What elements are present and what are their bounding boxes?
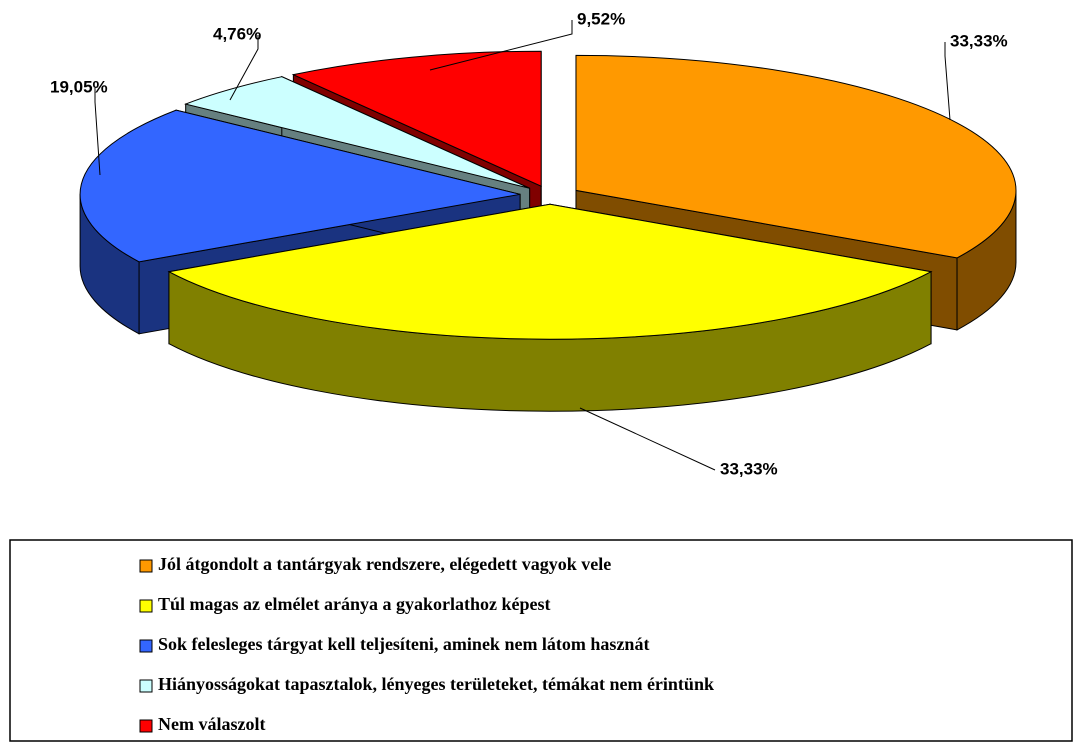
legend-swatch — [139, 599, 153, 613]
legend-label: Sok felesleges tárgyat kell teljesíteni,… — [158, 634, 649, 654]
leader-line — [429, 20, 573, 71]
legend-label: Hiányosságokat tapasztalok, lényeges ter… — [158, 674, 714, 694]
leader-line — [229, 35, 259, 101]
data-label: 19,05% — [50, 77, 108, 96]
slice-top — [575, 54, 1017, 259]
slice-top — [79, 109, 521, 263]
data-label: 33,33% — [950, 31, 1008, 50]
legend-swatch — [139, 639, 153, 653]
slice-top — [291, 50, 542, 187]
slice-top — [167, 203, 933, 340]
slice-top — [183, 76, 530, 189]
data-label: 33,33% — [720, 459, 778, 478]
legend-label: Túl magas az elmélet aránya a gyakorlath… — [158, 594, 550, 614]
legend-box — [9, 539, 1073, 742]
leader-line — [579, 407, 716, 471]
data-label: 4,76% — [213, 24, 261, 43]
legend-swatch — [139, 559, 153, 573]
legend-label: Nem válaszolt — [158, 714, 265, 734]
leader-line — [94, 88, 101, 176]
data-label: 9,52% — [577, 9, 625, 28]
leader-line — [944, 42, 951, 121]
legend-swatch — [139, 719, 153, 733]
legend-label: Jól átgondolt a tantárgyak rendszere, el… — [158, 554, 611, 574]
legend-swatch — [139, 679, 153, 693]
